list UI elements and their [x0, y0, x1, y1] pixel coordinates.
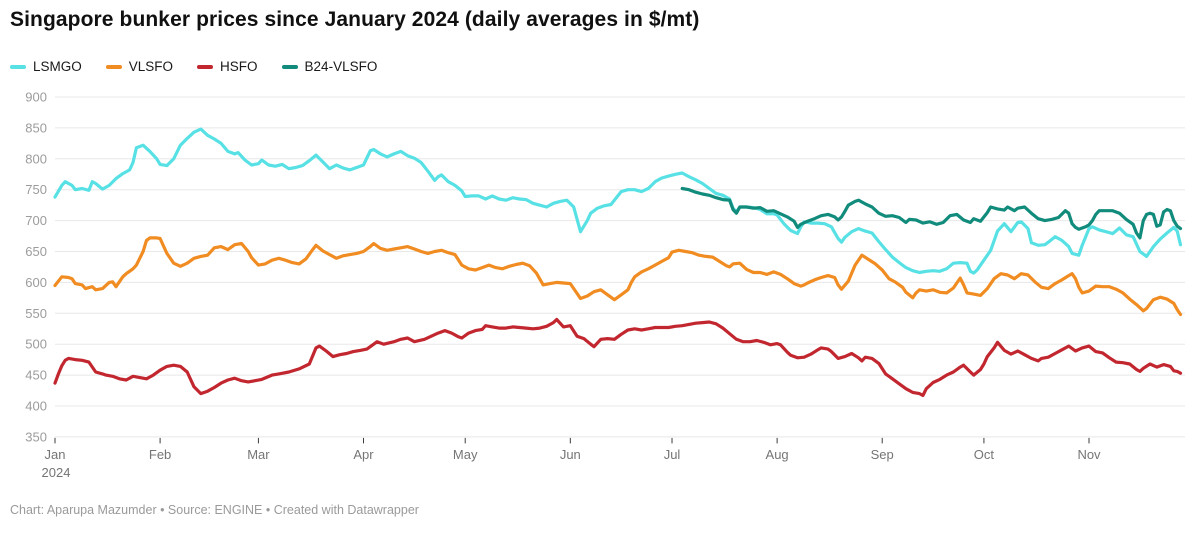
lsmgo-swatch-icon [10, 64, 26, 69]
y-axis-tick-label: 450 [25, 368, 47, 383]
series-line-lsmgo [53, 127, 1183, 275]
x-axis-tick-label: Aug [766, 447, 789, 462]
vlsfo-swatch-icon [105, 64, 122, 69]
x-axis-tick-label: Jun [560, 447, 581, 462]
x-axis-year-label: 2024 [42, 465, 71, 480]
y-axis-tick-label: 850 [25, 120, 47, 135]
page-title: Singapore bunker prices since January 20… [10, 8, 700, 31]
y-axis-tick-label: 750 [25, 182, 47, 197]
legend-item-vlsfo: VLSFO [105, 59, 174, 74]
legend-label: LSMGO [33, 59, 82, 74]
x-axis-tick-label: Feb [149, 447, 171, 462]
series-line-hsfo [53, 317, 1183, 398]
x-axis-tick-label: Sep [871, 447, 894, 462]
series-line-vlsfo [53, 236, 1183, 317]
line-chart: 350 400 450 500 550 600 650 700 750 800 850 900 Jan 2… [0, 85, 1200, 490]
legend-item-b24-vlsfo: B24-VLSFO [281, 59, 378, 74]
legend-label: HSFO [220, 59, 258, 74]
x-axis-tick-label: May [453, 447, 478, 462]
x-axis-tick-label: Mar [247, 447, 270, 462]
y-axis-tick-label: 900 [25, 90, 47, 105]
chart-legend: LSMGO VLSFO HSFO B24-VLSFO [10, 59, 377, 74]
legend-label: B24-VLSFO [304, 59, 378, 74]
y-axis-tick-label: 350 [25, 429, 47, 444]
y-axis-tick-label: 800 [25, 151, 47, 166]
y-axis-tick-label: 550 [25, 306, 47, 321]
legend-item-hsfo: HSFO [197, 59, 258, 74]
y-axis-tick-label: 600 [25, 275, 47, 290]
y-axis-tick-label: 650 [25, 244, 47, 259]
y-axis-tick-label: 500 [25, 337, 47, 352]
legend-label: VLSFO [128, 59, 174, 74]
x-axis-tick-label: Jan [45, 447, 66, 462]
hsfo-swatch-icon [197, 64, 214, 69]
series-line-b24-vlsfo [680, 186, 1183, 240]
y-axis-tick-label: 700 [25, 213, 47, 228]
y-axis-tick-label: 400 [25, 399, 47, 414]
b24-vlsfo-swatch-icon [281, 64, 298, 69]
x-axis-tick-label: Nov [1077, 447, 1101, 462]
x-axis-tick-label: Jul [664, 447, 681, 462]
x-axis-tick-label: Apr [353, 447, 374, 462]
attribution-footer: Chart: Aparupa Mazumder • Source: ENGINE… [10, 503, 419, 517]
chart-canvas: 350 400 450 500 550 600 650 700 750 800 850 900 Jan 2… [25, 90, 1185, 480]
x-axis-tick-label: Oct [974, 447, 995, 462]
legend-item-lsmgo: LSMGO [10, 59, 82, 74]
